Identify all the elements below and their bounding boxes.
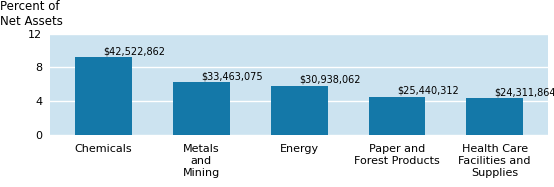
Bar [271, 86, 327, 135]
Bar [368, 97, 425, 135]
Text: Percent of
Net Assets: Percent of Net Assets [0, 0, 63, 28]
Text: $33,463,075: $33,463,075 [202, 72, 263, 82]
Bar [75, 57, 132, 135]
Text: $30,938,062: $30,938,062 [299, 75, 361, 85]
Bar [466, 98, 523, 135]
Text: $42,522,862: $42,522,862 [104, 46, 166, 56]
Text: $24,311,864: $24,311,864 [495, 88, 554, 98]
Text: $25,440,312: $25,440,312 [397, 86, 459, 96]
Bar [173, 82, 230, 135]
